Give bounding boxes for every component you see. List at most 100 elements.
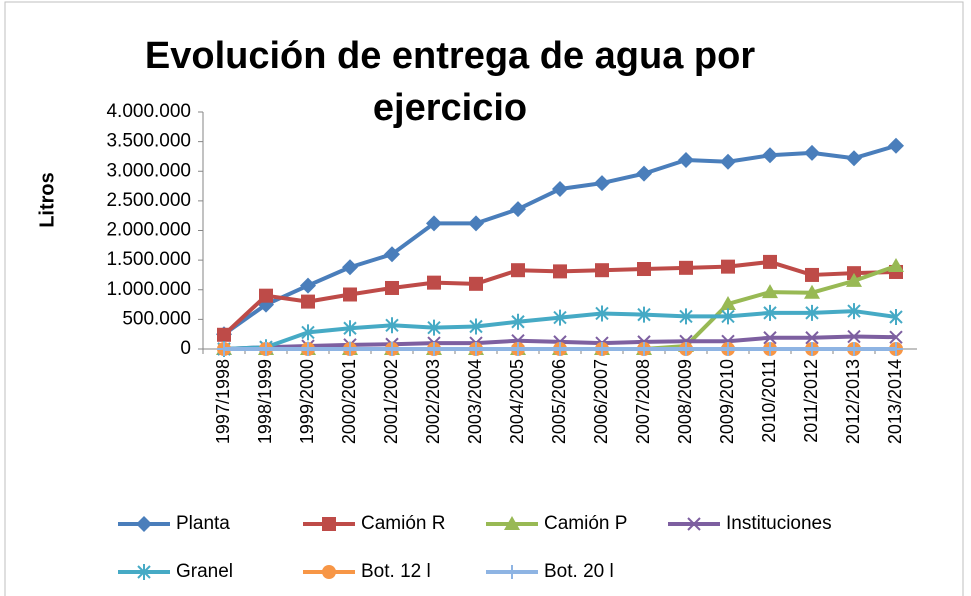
legend-label: Planta [176, 513, 230, 534]
y-tick-label: 2.000.000 [106, 220, 191, 241]
data-point [511, 342, 525, 356]
data-point [343, 320, 357, 337]
data-point [846, 150, 862, 167]
data-point [595, 263, 609, 278]
data-point [720, 153, 736, 170]
data-point [342, 259, 358, 276]
data-point [385, 280, 399, 295]
data-point [343, 287, 357, 302]
data-point [846, 272, 862, 287]
data-point [469, 342, 483, 356]
data-point [343, 342, 357, 356]
x-tick-label: 1997/1998 [213, 359, 233, 444]
data-point [721, 308, 735, 325]
data-point [679, 342, 693, 356]
data-point [805, 331, 819, 345]
data-point [721, 342, 735, 356]
x-tick-label: 2006/2007 [591, 359, 611, 444]
x-tick-label: 2005/2006 [549, 359, 569, 444]
data-point [847, 342, 861, 356]
data-point [805, 304, 819, 321]
x-tick-label: 2011/2012 [801, 359, 821, 443]
data-point [553, 309, 567, 326]
data-point [594, 175, 610, 192]
data-point [679, 260, 693, 275]
data-point [468, 215, 484, 232]
legend-label: Camión R [361, 513, 445, 534]
legend-marker [687, 517, 701, 531]
y-tick-label: 0 [180, 338, 191, 359]
x-tick-label: 2004/2005 [507, 359, 527, 444]
y-axis-label: Litros [36, 172, 58, 228]
data-point [888, 258, 904, 273]
y-tick-label: 3.500.000 [106, 131, 191, 152]
data-point [384, 246, 400, 263]
data-point [762, 284, 778, 299]
legend-marker [136, 516, 152, 532]
data-point [763, 304, 777, 321]
x-tick-label: 2008/2009 [675, 359, 695, 444]
data-point [469, 276, 483, 291]
legend-marker [505, 565, 519, 579]
data-point [426, 215, 442, 232]
legend-marker [322, 517, 336, 531]
x-tick-label: 2010/2011 [759, 359, 779, 443]
chart-border [4, 1, 964, 596]
series-line [222, 143, 897, 336]
data-point [385, 317, 399, 334]
data-point [595, 342, 609, 356]
data-point [888, 137, 904, 154]
data-point [259, 342, 273, 356]
data-point [259, 288, 273, 303]
x-tick-label: 2002/2003 [423, 359, 443, 444]
legend-label: Bot. 12 l [361, 561, 431, 582]
data-point [805, 342, 819, 356]
data-point [763, 342, 777, 356]
y-tick-label: 4.000.000 [106, 101, 191, 122]
y-tick-label: 1.000.000 [106, 279, 191, 300]
x-tick-label: 2007/2008 [633, 359, 653, 444]
data-point [763, 254, 777, 269]
y-tick-label: 1.500.000 [106, 249, 191, 270]
data-point [511, 313, 525, 330]
data-point [385, 342, 399, 356]
x-tick-label: 2009/2010 [717, 359, 737, 444]
data-point [804, 144, 820, 161]
x-tick-label: 2001/2002 [381, 359, 401, 444]
data-point [762, 147, 778, 164]
y-tick-label: 2.500.000 [106, 190, 191, 211]
data-point [301, 324, 315, 341]
data-point [763, 331, 777, 345]
legend-marker [504, 516, 520, 530]
data-point [889, 309, 903, 326]
data-point [510, 201, 526, 218]
x-tick-label: 2000/2001 [339, 359, 359, 444]
y-tick-label: 500.000 [122, 308, 191, 329]
chart-title: Evolución de entrega de agua por ejercic… [144, 35, 756, 129]
data-point [805, 267, 819, 282]
x-tick-label: 2012/2013 [843, 359, 863, 444]
legend-marker [137, 564, 151, 580]
data-point [217, 327, 231, 342]
data-point [721, 259, 735, 274]
data-point [637, 262, 651, 277]
data-point [300, 277, 316, 294]
data-point [889, 342, 903, 356]
data-point [720, 295, 736, 310]
data-point [637, 306, 651, 323]
legend-label: Granel [176, 561, 233, 582]
data-point [511, 263, 525, 278]
data-point [301, 294, 315, 309]
data-point [427, 275, 441, 290]
data-point [427, 342, 441, 356]
data-point [301, 342, 315, 356]
legend-label: Instituciones [726, 513, 832, 534]
y-tick-label: 3.000.000 [106, 160, 191, 181]
data-point [552, 181, 568, 198]
data-point [889, 330, 903, 344]
legend-marker [322, 565, 336, 579]
data-point [595, 305, 609, 322]
x-tick-label: 2003/2004 [465, 359, 485, 444]
